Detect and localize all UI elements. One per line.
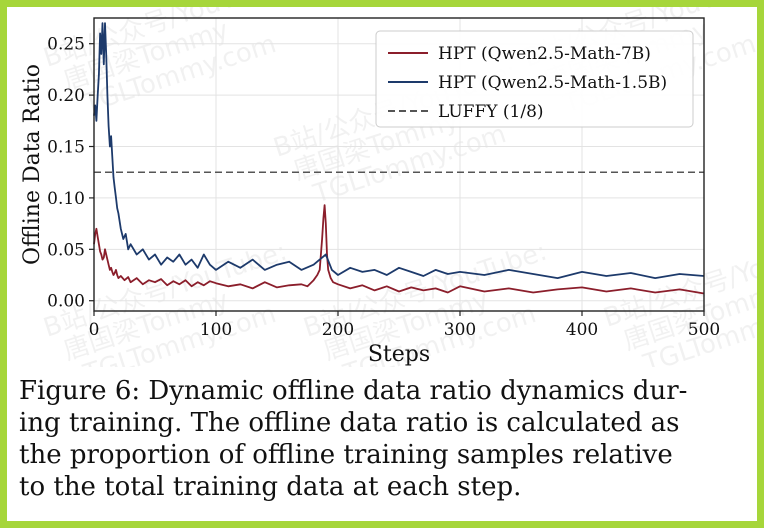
caption-line: Figure 6: Dynamic offline data ratio dyn… — [19, 376, 688, 406]
caption-line: ing training. The offline data ratio is … — [19, 408, 680, 438]
y-tick-label: 0.05 — [47, 240, 85, 260]
legend: HPT (Qwen2.5-Math-7B) HPT (Qwen2.5-Math-1… — [375, 30, 694, 128]
legend-label-3: LUFFY (1/8) — [438, 102, 544, 122]
y-tick-label: 0.20 — [47, 86, 85, 106]
x-axis-label: Steps — [368, 342, 430, 367]
y-tick-label: 0.10 — [47, 189, 85, 209]
legend-box — [375, 30, 694, 128]
axis-ticks: 0 100 200 300 400 500 0.00 0.05 0.10 0.15 0.20 0.25 — [47, 35, 720, 340]
x-tick-label: 100 — [200, 320, 232, 340]
y-axis-label: Offline Data Ratio — [20, 64, 45, 265]
x-tick-label: 0 — [89, 320, 100, 340]
x-tick-label: 400 — [566, 320, 598, 340]
caption-line: to the total training data at each step. — [19, 472, 522, 502]
series-layer — [93, 22, 705, 295]
figure-frame: B站/公众号/YouTube:唐国梁TommyTGLTommy.comB站/公众… — [7, 7, 757, 521]
series-line-2 — [93, 22, 705, 280]
series-line-1 — [93, 204, 705, 295]
x-tick-label: 200 — [322, 320, 354, 340]
figure-caption: Figure 6: Dynamic offline data ratio dyn… — [19, 375, 749, 503]
x-tick-label: 300 — [444, 320, 476, 340]
legend-label-1: HPT (Qwen2.5-Math-7B) — [438, 44, 651, 64]
y-tick-label: 0.00 — [47, 292, 85, 312]
legend-label-2: HPT (Qwen2.5-Math-1.5B) — [438, 73, 667, 93]
plot-border — [93, 17, 705, 312]
offline-data-ratio-chart: B站/公众号/YouTube:唐国梁TommyTGLTommy.comB站/公众… — [20, 7, 757, 367]
x-tick-label: 500 — [688, 320, 720, 340]
y-tick-label: 0.25 — [47, 35, 85, 55]
caption-line: the proportion of offline training sampl… — [19, 440, 673, 470]
y-tick-label: 0.15 — [47, 138, 85, 158]
